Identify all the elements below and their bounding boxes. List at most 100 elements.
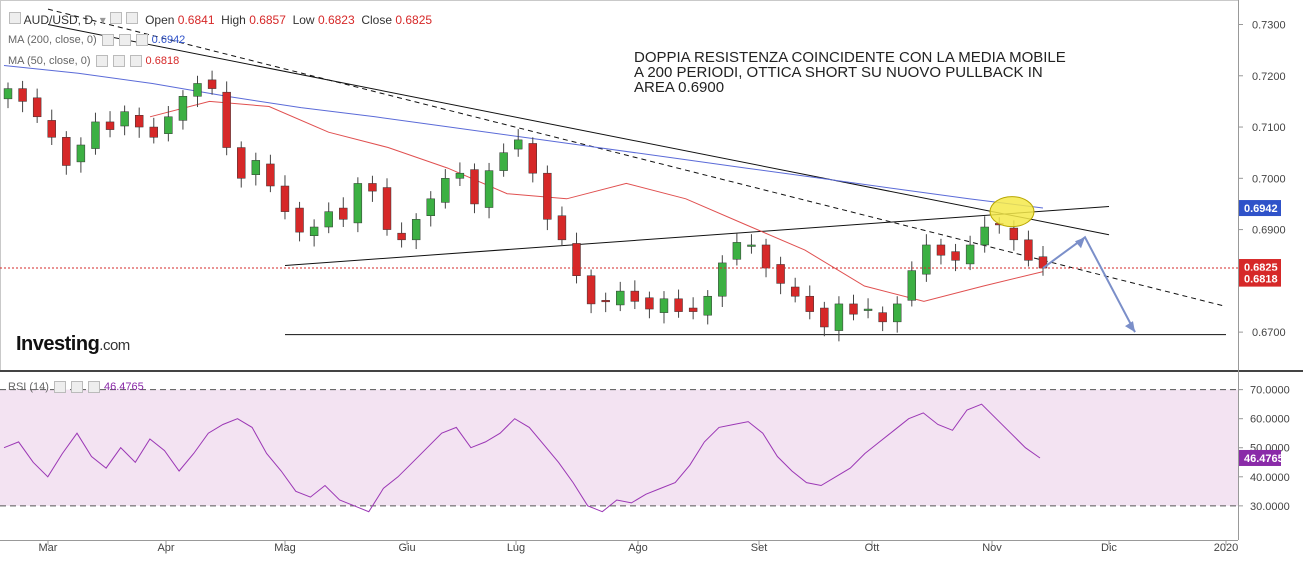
legend-rsi: RSI (14) 46.4765: [8, 381, 144, 393]
candle: [761, 244, 771, 269]
candle: [164, 116, 173, 134]
candle: [790, 286, 800, 297]
candle: [324, 211, 333, 228]
ma50-badge: 0.6818: [1244, 274, 1278, 286]
price-tick-label: 0.6700: [1252, 327, 1286, 339]
candle: [309, 226, 319, 236]
rsi-band: [0, 389, 1238, 507]
candle: [601, 300, 610, 303]
candle: [820, 307, 829, 328]
candle: [426, 198, 435, 216]
rsi-settings-icon[interactable]: [70, 381, 83, 393]
ma200-value: 0.6942: [151, 34, 186, 46]
candle: [922, 244, 931, 275]
resistance-highlight: [989, 196, 1035, 228]
time-tick-label: Mag: [274, 542, 295, 554]
candle: [353, 183, 363, 224]
close-value: 0.6825: [395, 13, 433, 27]
axes: 0.7300 0.7200 0.7100 0.7000 0.6900 0.6700 70.0…: [39, 20, 1290, 554]
candle: [62, 137, 71, 166]
ma200-eye-icon[interactable]: [101, 34, 114, 46]
forecast-arrow-head-down: [1125, 321, 1135, 333]
candle: [105, 121, 115, 130]
candle: [1009, 227, 1019, 241]
candle: [339, 207, 348, 220]
candle: [411, 219, 421, 241]
ma50-eye-icon[interactable]: [95, 55, 108, 67]
candle: [207, 79, 217, 89]
candle: [120, 111, 129, 127]
close-label: Close: [361, 13, 392, 27]
candle: [528, 143, 537, 174]
settings-icon[interactable]: [126, 12, 139, 24]
symbol-label: AUD/USD, D,: [23, 13, 97, 27]
candle: [805, 295, 814, 312]
ma200-close-icon[interactable]: [135, 34, 148, 46]
candle: [32, 97, 42, 118]
candle: [965, 244, 975, 265]
time-tick-label: Ott: [865, 542, 880, 554]
candle: [907, 270, 917, 301]
time-tick-label: Lug: [507, 542, 525, 554]
candle: [149, 126, 158, 138]
ma50-value: 0.6818: [145, 55, 180, 67]
rsi-line: [3, 403, 1041, 513]
trendline: [47, 24, 1110, 236]
candle: [76, 144, 86, 163]
candle: [878, 312, 887, 323]
candle: [470, 169, 479, 205]
time-tick-label: Set: [751, 542, 768, 554]
rsi-badge-bg: [1239, 449, 1281, 466]
rsi-tick-label: 60.0000: [1250, 414, 1290, 426]
candle: [484, 170, 494, 208]
ma50-settings-icon[interactable]: [112, 55, 125, 67]
candle: [893, 303, 902, 323]
candle: [251, 160, 261, 175]
candle: [514, 139, 523, 150]
menu-icon[interactable]: ▾: [99, 13, 106, 27]
ma50-close-icon[interactable]: [129, 55, 142, 67]
candle: [397, 232, 406, 241]
legend-header: AUD/USD, D, ▾ Open 0.6841 High 0.6857 Lo…: [8, 12, 432, 27]
candle: [455, 172, 465, 179]
price-series: [0, 65, 1238, 513]
candle: [557, 215, 567, 241]
rsi-value: 46.4765: [103, 381, 144, 393]
candle: [674, 298, 683, 312]
rsi-tick-label: 40.0000: [1250, 472, 1290, 484]
collapse-icon[interactable]: [9, 12, 21, 24]
candle: [3, 88, 13, 100]
rsi-label: RSI (14): [8, 381, 49, 393]
ma200-line: [3, 65, 1044, 209]
candle: [237, 147, 246, 179]
open-label: Open: [145, 13, 175, 27]
candle: [659, 298, 669, 313]
trendline: [284, 206, 1110, 266]
candle: [849, 303, 858, 315]
candle: [441, 178, 450, 203]
low-label: Low: [292, 13, 315, 27]
candle: [543, 172, 552, 220]
time-tick-label: 2020: [1214, 542, 1238, 554]
candle: [616, 290, 625, 306]
candle: [863, 308, 873, 311]
ma200-badge-bg: [1239, 200, 1281, 217]
candle: [91, 121, 100, 149]
rsi-badge: 46.4765: [1244, 453, 1284, 465]
ma200-settings-icon[interactable]: [118, 34, 131, 46]
analysis-annotation: DOPPIA RESISTENZA COINCIDENTE CON LA MED…: [634, 49, 1066, 96]
candle: [572, 243, 581, 276]
candle: [703, 295, 712, 316]
rsi-tick-label: 70.0000: [1250, 385, 1290, 397]
rsi-close-icon[interactable]: [87, 381, 100, 393]
forecast-arrow-head-up: [1075, 237, 1085, 249]
rsi-eye-icon[interactable]: [53, 381, 66, 393]
candle: [193, 83, 202, 97]
rsi-tick-label: 30.0000: [1250, 501, 1290, 513]
candle: [47, 120, 56, 138]
ma50-label: MA (50, close, 0): [8, 55, 91, 67]
price-tick-label: 0.7000: [1252, 173, 1286, 185]
candle: [499, 152, 508, 171]
eye-icon[interactable]: [110, 12, 123, 24]
